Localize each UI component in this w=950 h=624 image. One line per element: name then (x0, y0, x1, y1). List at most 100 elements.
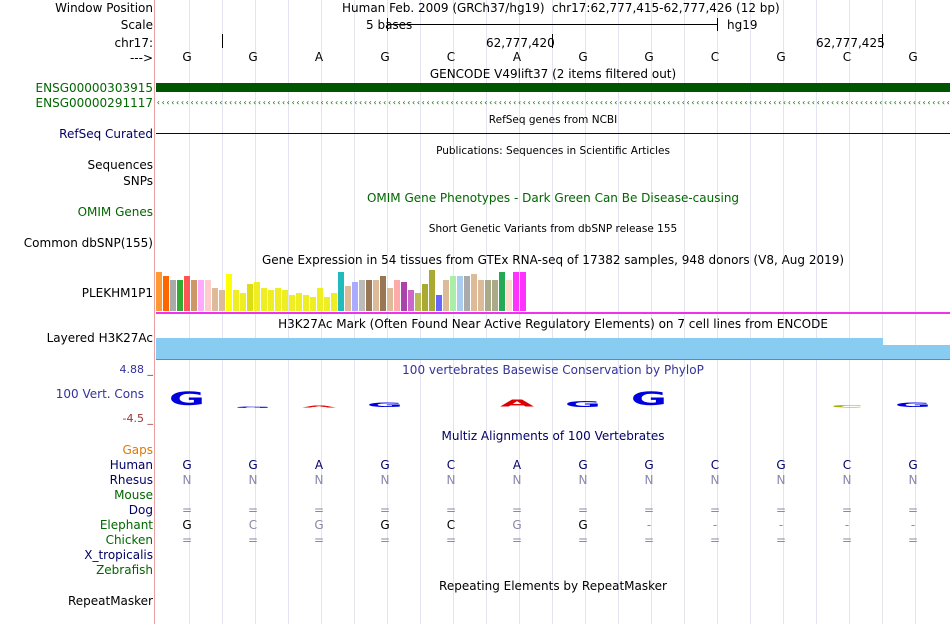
gtex-tissue-bar[interactable] (352, 282, 358, 311)
gtex-tissue-bar[interactable] (492, 280, 498, 311)
gtex-tissue-bar[interactable] (485, 280, 491, 311)
h3k27ac-label[interactable]: Layered H3K27Ac (46, 331, 153, 345)
gtex-tissue-bar[interactable] (198, 280, 204, 311)
species-label[interactable]: Human (109, 458, 153, 472)
gtex-tissue-bar[interactable] (429, 270, 435, 311)
gtex-tissue-bar[interactable] (254, 282, 260, 311)
gene-label-1[interactable]: ENSG00000303915 (35, 81, 153, 95)
gtex-tissue-bar[interactable] (359, 280, 365, 311)
refseq-feature[interactable] (156, 133, 950, 134)
gtex-tissue-bar[interactable] (408, 290, 414, 311)
alignment-base: = (511, 533, 523, 547)
dbsnp-label[interactable]: Common dbSNP(155) (23, 236, 153, 250)
gtex-tissue-bar[interactable] (513, 272, 519, 311)
gtex-tissue-bar[interactable] (422, 284, 428, 311)
gtex-tissue-bar[interactable] (443, 280, 449, 311)
gtex-tissue-bar[interactable] (296, 293, 302, 311)
gtex-tissue-bar[interactable] (177, 280, 183, 311)
repeatmasker-label[interactable]: RepeatMasker (67, 594, 153, 608)
gtex-tissue-bar[interactable] (324, 297, 330, 311)
species-label[interactable]: Mouse (114, 488, 153, 502)
gtex-tissue-bar[interactable] (338, 272, 344, 311)
species-label[interactable]: Zebrafish (96, 563, 153, 577)
gtex-tissue-bar[interactable] (247, 284, 253, 311)
gtex-tissue-bar[interactable] (268, 290, 274, 311)
alignment-base: - (646, 518, 652, 532)
gtex-tissue-bar[interactable] (219, 290, 225, 311)
species-label[interactable]: Rhesus (109, 473, 153, 487)
gtex-tissue-bar[interactable] (450, 276, 456, 311)
gtex-tissue-bar[interactable] (170, 280, 176, 311)
phylop-label[interactable]: 100 Vert. Cons (55, 387, 144, 401)
gtex-tissue-bar[interactable] (373, 280, 379, 311)
gtex-tissue-bar[interactable] (289, 295, 295, 311)
species-label[interactable]: Elephant (99, 518, 153, 532)
gtex-tissue-bar[interactable] (275, 288, 281, 311)
alignment-base: G (314, 518, 324, 532)
gtex-tissue-bar[interactable] (317, 288, 323, 311)
alignment-base: = (841, 533, 853, 547)
gtex-tissue-bar[interactable] (478, 280, 484, 311)
gtex-tissue-bar[interactable] (163, 276, 169, 311)
alignment-base: = (445, 533, 457, 547)
gene-1-feature[interactable] (156, 83, 950, 92)
gtex-tissue-bar[interactable] (464, 276, 470, 311)
species-label[interactable]: Gaps (122, 443, 153, 457)
alignment-base: = (181, 503, 193, 517)
gtex-tissue-bar[interactable] (499, 272, 505, 311)
gtex-tissue-bar[interactable] (387, 288, 393, 311)
gtex-tissue-bar[interactable] (401, 282, 407, 311)
gtex-tissue-bar[interactable] (303, 295, 309, 311)
gtex-tissue-bar[interactable] (436, 295, 442, 311)
snps-label[interactable]: SNPs (123, 174, 153, 188)
species-label[interactable]: X_tropicalis (84, 548, 153, 562)
gtex-tissue-bar[interactable] (261, 288, 267, 311)
gtex-tissue-bar[interactable] (240, 293, 246, 311)
gtex-tissue-bar[interactable] (226, 274, 232, 311)
h3k27ac-signal-2[interactable] (883, 345, 950, 359)
gene-label-2[interactable]: ENSG00000291117 (35, 96, 153, 110)
gtex-tissue-bar[interactable] (415, 293, 421, 311)
sequences-label[interactable]: Sequences (87, 158, 153, 172)
gtex-tissue-bar[interactable] (310, 297, 316, 311)
gtex-tissue-bar[interactable] (156, 272, 162, 311)
gene-2-feature[interactable]: ‹‹‹‹‹‹‹‹‹‹‹‹‹‹‹‹‹‹‹‹‹‹‹‹‹‹‹‹‹‹‹‹‹‹‹‹‹‹‹‹… (156, 98, 950, 107)
conservation-letter: G (366, 401, 404, 409)
alignment-base: N (578, 473, 588, 487)
gtex-bar-chart[interactable] (156, 270, 556, 311)
window-position-label: Window Position (55, 1, 153, 15)
alignment-base: = (709, 503, 721, 517)
gtex-tissue-bar[interactable] (282, 290, 288, 311)
alignment-base: = (643, 503, 655, 517)
alignment-base: C (710, 458, 720, 472)
gtex-tissue-bar[interactable] (394, 280, 400, 311)
h3k27ac-signal-1[interactable] (156, 338, 883, 359)
alignment-base: = (841, 503, 853, 517)
gtex-label[interactable]: PLEKHM1P1 (81, 286, 153, 300)
gtex-tissue-bar[interactable] (366, 280, 372, 311)
gtex-tissue-bar[interactable] (205, 280, 211, 311)
gtex-gene-bar[interactable] (156, 312, 950, 314)
gtex-tissue-bar[interactable] (212, 288, 218, 311)
gtex-track-title: Gene Expression in 54 tissues from GTEx … (261, 253, 845, 267)
refseq-label[interactable]: RefSeq Curated (59, 127, 153, 141)
gtex-tissue-bar[interactable] (506, 280, 512, 311)
omim-label[interactable]: OMIM Genes (77, 205, 153, 219)
gtex-tissue-bar[interactable] (471, 274, 477, 311)
strand-arrow-label: ---> (129, 51, 153, 65)
gtex-tissue-bar[interactable] (520, 272, 526, 311)
species-label[interactable]: Dog (128, 503, 153, 517)
species-label[interactable]: Chicken (105, 533, 153, 547)
gtex-tissue-bar[interactable] (380, 276, 386, 311)
gtex-tissue-bar[interactable] (184, 276, 190, 311)
gtex-tissue-bar[interactable] (233, 290, 239, 311)
gtex-tissue-bar[interactable] (345, 286, 351, 311)
gencode-track-title[interactable]: GENCODE V49lift37 (2 items filtered out) (429, 67, 677, 81)
gtex-tissue-bar[interactable] (331, 293, 337, 311)
alignment-base: G (644, 458, 654, 472)
scale-bar (387, 24, 717, 25)
gtex-tissue-bar[interactable] (457, 276, 463, 311)
gtex-tissue-bar[interactable] (191, 280, 197, 311)
alignment-base: = (181, 533, 193, 547)
